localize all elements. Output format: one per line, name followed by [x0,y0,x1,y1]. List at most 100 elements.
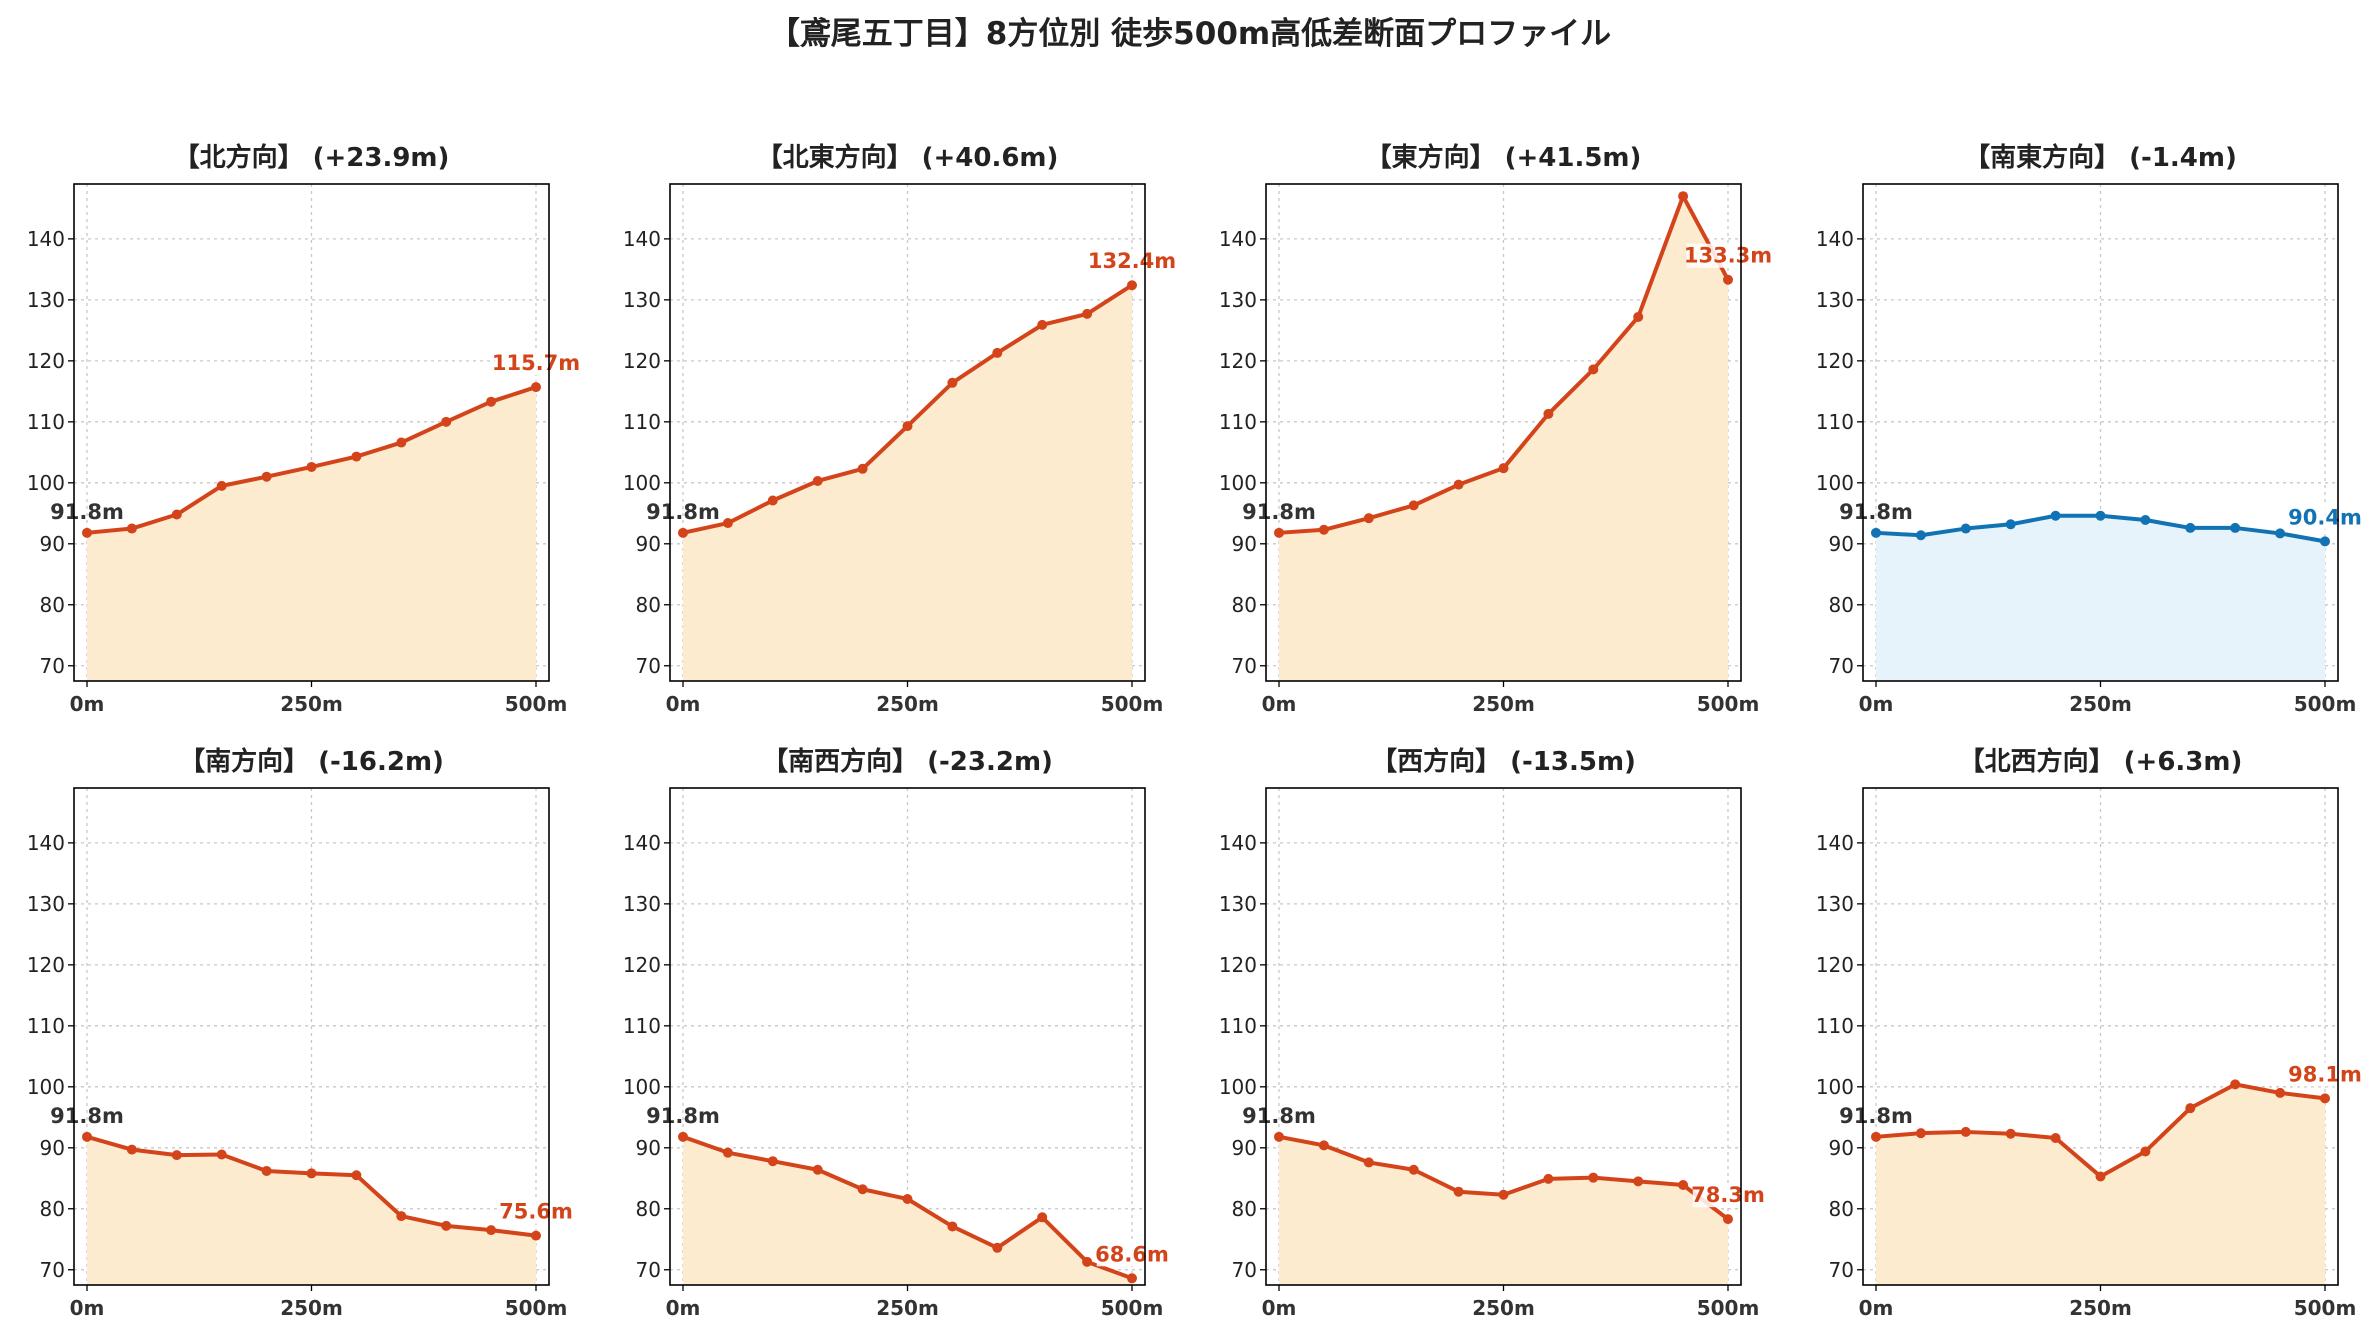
end-elevation-label: 68.6m [1095,1242,1169,1266]
y-tick-label: 140 [623,227,661,251]
y-tick-label: 100 [1816,1075,1854,1099]
y-tick-label: 120 [27,953,65,977]
x-tick-label: 250m [1472,692,1535,716]
data-point [2320,536,2330,547]
end-elevation-label-group: 68.6m [1095,1242,1169,1267]
panel-title: 【南東方向】 (-1.4m) [1964,142,2237,173]
data-point [767,1156,778,1167]
y-tick-label: 110 [1219,410,1257,434]
y-tick-label: 140 [1816,831,1854,855]
data-point [486,1225,497,1236]
y-tick-label: 130 [27,892,65,916]
y-tick-label: 110 [27,410,65,434]
y-tick-label: 90 [40,532,65,556]
y-tick-label: 130 [27,288,65,312]
x-tick-label: 500m [2294,1296,2357,1320]
x-tick-label: 500m [2294,692,2357,716]
data-point [261,1165,272,1176]
y-tick-label: 130 [1816,288,1854,312]
data-point [1453,479,1464,490]
data-point [1082,1256,1093,1267]
data-point [351,451,362,462]
data-point [2140,1146,2151,1157]
x-tick-label: 500m [1697,1296,1760,1320]
elevation-area [87,387,536,681]
axes-frame [1862,787,2339,1286]
data-point [2005,519,2016,530]
x-tick-label: 0m [70,692,105,716]
y-tick-label: 130 [623,892,661,916]
y-tick-label: 100 [623,471,661,495]
data-point [1871,527,1881,538]
panel-3: 【南東方向】 (-1.4m) 70 80 90 100 110 120 130 140 0m 250… [1816,142,2362,716]
data-point [2095,510,2106,521]
start-elevation-label: 91.8m [646,500,720,524]
panel-4: 【南方向】 (-16.2m) 70 80 90 100 110 120 130 140 0m 250… [27,746,573,1320]
x-tick-label: 0m [666,1296,701,1320]
y-tick-label: 80 [1829,1197,1854,1221]
y-tick-label: 120 [623,953,661,977]
end-label-background [1090,249,1174,274]
y-tick-label: 80 [1232,1197,1257,1221]
panel-5: 【南西方向】 (-23.2m) 70 80 90 100 110 120 130 140 0m 25… [623,746,1169,1320]
data-point [1318,524,1329,535]
data-point [1543,1173,1554,1184]
start-elevation-label: 91.8m [50,1104,124,1128]
axes-frame [73,183,550,682]
end-label-background [500,1199,572,1224]
data-point [812,1164,823,1175]
y-tick-label: 90 [1232,1136,1257,1160]
panel-6: 【西方向】 (-13.5m) 70 80 90 100 110 120 130 140 0m 250… [1219,746,1765,1320]
axes-frame [669,183,1146,682]
data-point [216,480,227,491]
end-elevation-label: 78.3m [1691,1183,1765,1207]
data-point [1127,1273,1137,1284]
y-tick-label: 140 [1219,227,1257,251]
data-point [396,1211,407,1222]
data-point [261,471,272,482]
panel-title: 【東方向】 (+41.5m) [1366,142,1642,173]
data-point [992,347,1003,358]
panel-title: 【北方向】 (+23.9m) [174,142,450,173]
data-point [1633,311,1644,322]
x-tick-label: 500m [505,1296,568,1320]
start-elevation-label: 91.8m [1242,1104,1316,1128]
data-point [1543,408,1554,419]
data-point [1082,308,1093,319]
data-point [1678,191,1689,202]
x-tick-label: 0m [1859,1296,1894,1320]
y-tick-label: 120 [1219,953,1257,977]
data-point [531,382,541,393]
panels-grid: 【北方向】 (+23.9m) 70 80 90 100 110 120 130 140 0m 250… [27,142,2362,1320]
data-point [1408,1164,1419,1175]
data-point [722,1147,733,1158]
y-tick-label: 70 [636,1258,661,1282]
x-tick-label: 250m [2069,692,2132,716]
y-tick-label: 100 [27,471,65,495]
x-tick-label: 250m [280,692,343,716]
data-point [2230,1079,2241,1090]
y-tick-label: 140 [1219,831,1257,855]
x-tick-label: 0m [1859,692,1894,716]
x-tick-label: 0m [70,1296,105,1320]
y-tick-label: 80 [40,593,65,617]
data-point [171,1150,182,1161]
data-point [1723,274,1733,285]
end-elevation-label-group: 90.4m [2288,505,2362,530]
data-point [306,1168,317,1179]
y-tick-label: 140 [1816,227,1854,251]
x-tick-label: 0m [666,692,701,716]
data-point [486,396,497,407]
data-point [1408,500,1419,511]
end-elevation-label: 115.7m [492,351,580,375]
panel-title: 【西方向】 (-13.5m) [1371,746,1636,777]
data-point [2275,528,2286,539]
y-tick-label: 70 [40,1258,65,1282]
y-tick-label: 100 [1816,471,1854,495]
data-point [1274,527,1284,538]
end-elevation-label-group: 78.3m [1691,1183,1765,1208]
y-tick-label: 100 [27,1075,65,1099]
data-point [1127,280,1137,291]
y-tick-label: 100 [1219,1075,1257,1099]
y-tick-label: 70 [636,654,661,678]
